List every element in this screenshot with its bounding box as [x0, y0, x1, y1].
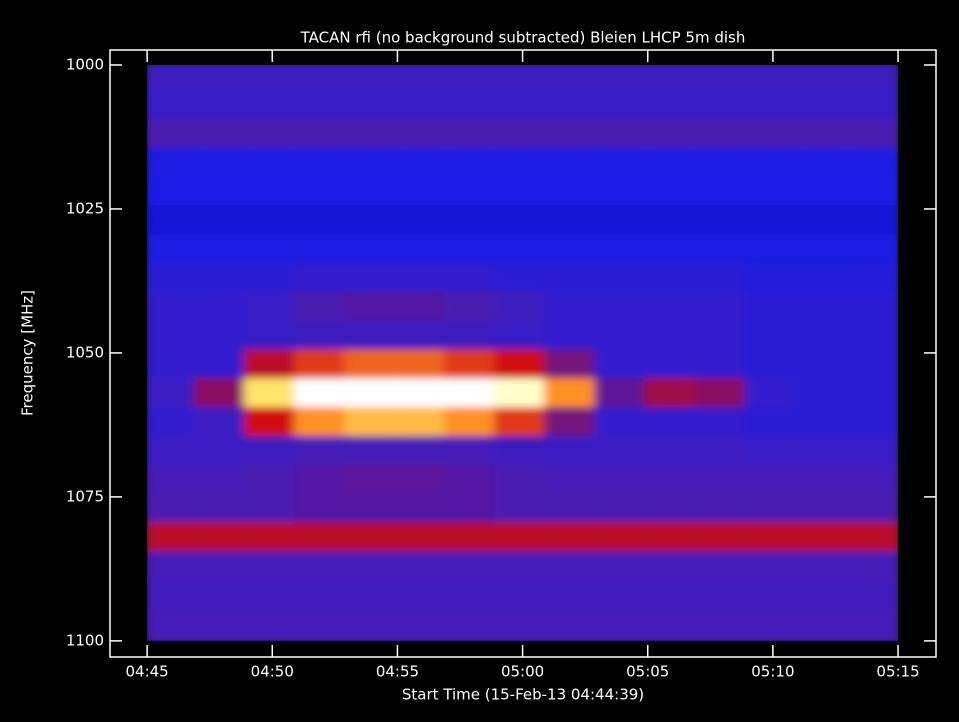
heat-cell [244, 609, 301, 645]
x-tick-label: 04:45 [126, 663, 169, 681]
y-tick-label: 1100 [66, 631, 104, 649]
heat-cell [694, 609, 751, 645]
y-tick-label: 1075 [66, 487, 104, 505]
x-tick-label: 05:00 [501, 663, 544, 681]
chart-title: TACAN rfi (no background subtracted) Ble… [300, 29, 746, 47]
heat-cell [444, 609, 501, 645]
heat-cell [144, 609, 201, 645]
x-axis-label: Start Time (15-Feb-13 04:44:39) [402, 686, 644, 704]
y-tick-label: 1000 [66, 55, 104, 73]
heat-cell [394, 609, 451, 645]
heat-cell [344, 609, 401, 645]
x-tick-label: 05:15 [876, 663, 919, 681]
heatmap-cells [144, 62, 902, 645]
heat-cell [795, 609, 852, 645]
heat-cell [544, 609, 601, 645]
heat-cell [845, 609, 902, 645]
x-tick-label: 04:55 [376, 663, 419, 681]
y-tick-label: 1050 [66, 343, 104, 361]
heat-cell [494, 609, 551, 645]
heat-cell [594, 609, 651, 645]
y-tick-label: 1025 [66, 199, 104, 217]
x-tick-label: 04:50 [251, 663, 294, 681]
x-tick-label: 05:05 [626, 663, 669, 681]
heat-cell [294, 609, 351, 645]
heat-cell [644, 609, 701, 645]
y-axis-label: Frequency [MHz] [19, 290, 37, 416]
x-tick-label: 05:10 [751, 663, 794, 681]
heat-cell [194, 609, 251, 645]
heatmap [144, 62, 902, 645]
heat-cell [745, 609, 802, 645]
